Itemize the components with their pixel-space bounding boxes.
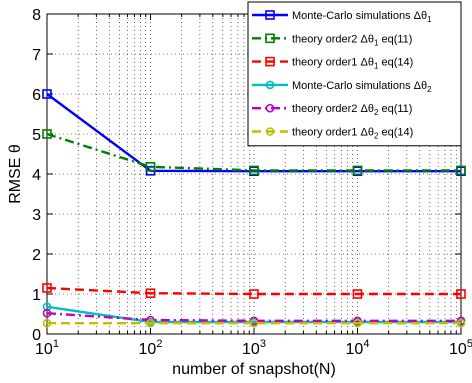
legend-marker-circle (265, 80, 275, 90)
series-line (46, 312, 461, 322)
x-axis-label: number of snapshot(N) (172, 361, 336, 378)
data-point-circle (42, 318, 52, 328)
data-point-circle (42, 308, 52, 318)
legend-label: theory order1 Δθ1 eq(14) (292, 57, 413, 71)
legend-marker-circle (265, 127, 275, 136)
y-tick-label: 1 (32, 287, 41, 304)
legend-entry-5: theory order2 Δθ2 eq(11) (252, 103, 412, 117)
legend-label: Monte-Carlo simulations Δθ1 (292, 10, 432, 24)
y-tick-label: 3 (32, 207, 41, 224)
series-line (46, 132, 461, 172)
data-point-circle (146, 318, 155, 328)
axis-ticks: 0 1 2 3 4 5 6 7 8 101 102 103 104 105 (32, 7, 472, 358)
data-point-square (456, 289, 466, 299)
y-tick-label: 0 (32, 327, 41, 344)
legend-entry-4: Monte-Carlo simulations Δθ2 (252, 80, 432, 94)
x-tick-label: 104 (346, 338, 370, 358)
x-tick-label: 103 (242, 338, 266, 358)
data-point-square (42, 129, 52, 139)
data-point-circle (249, 318, 259, 328)
legend-marker-square (265, 33, 275, 44)
legend-entry-6: theory order1 Δθ2 eq(14) (252, 127, 413, 141)
legend-marker-square (265, 56, 275, 67)
data-point-square (42, 89, 52, 99)
legend-entry-3: theory order1 Δθ1 eq(14) (252, 57, 413, 71)
data-series (42, 89, 466, 328)
y-axis-label: RMSE θ (7, 144, 24, 204)
y-tick-label: 8 (32, 7, 41, 24)
legend-label: theory order2 Δθ2 eq(11) (292, 103, 412, 117)
data-point-square (249, 289, 259, 299)
data-point-square (145, 288, 156, 299)
data-point-square (145, 162, 156, 172)
x-tick-label: 102 (139, 338, 163, 358)
legend-box (247, 1, 462, 147)
legend-entry-2: theory order2 Δθ1 eq(11) (252, 33, 412, 47)
y-tick-label: 2 (32, 247, 41, 264)
data-point-square (42, 283, 52, 293)
series-2 (42, 129, 466, 176)
legend-label: Monte-Carlo simulations Δθ2 (292, 80, 432, 94)
legend-entry-1: Monte-Carlo simulations Δθ1 (252, 10, 432, 24)
data-point-circle (353, 318, 362, 328)
data-point-square (249, 165, 259, 176)
data-point-square (352, 289, 363, 299)
data-point-circle (456, 318, 466, 328)
x-tick-label: 101 (35, 338, 59, 358)
legend-label: theory order1 Δθ2 eq(14) (292, 127, 413, 141)
legend-label: theory order2 Δθ1 eq(11) (292, 33, 412, 47)
data-point-square (456, 165, 466, 176)
series-3 (42, 283, 466, 299)
series-6 (42, 318, 466, 328)
legend-marker-circle (265, 103, 275, 113)
y-tick-label: 5 (32, 127, 41, 144)
x-tick-label: 105 (449, 338, 472, 358)
legend-marker-square (265, 10, 275, 20)
legend: Monte-Carlo simulations Δθ1 theory order2… (247, 1, 462, 147)
data-point-square (352, 165, 363, 176)
y-tick-label: 7 (32, 47, 41, 64)
y-tick-label: 6 (32, 87, 41, 104)
y-tick-label: 4 (32, 167, 41, 184)
